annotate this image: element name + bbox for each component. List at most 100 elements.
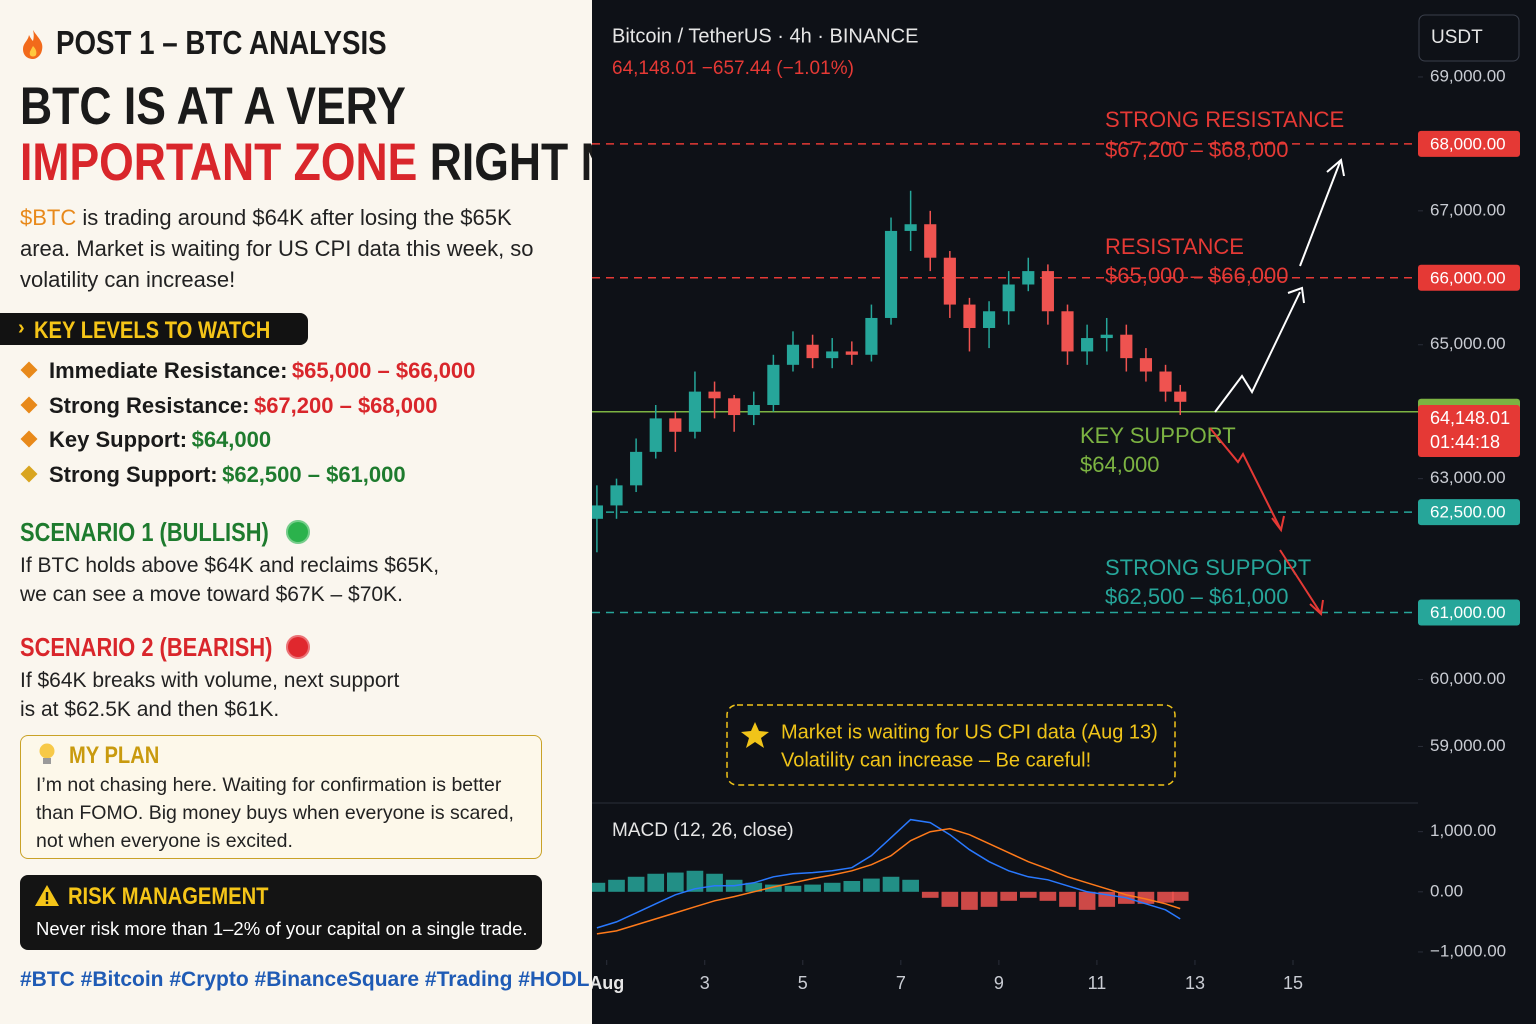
- scenario-text: is at $62.5K and then $61K.: [20, 698, 280, 721]
- y-tick-label: 1,000.00: [1430, 821, 1496, 840]
- plan-title: MY PLAN: [69, 742, 160, 769]
- candle-body: [767, 364, 780, 405]
- candle-body: [649, 418, 662, 452]
- diamond-icon: [20, 396, 38, 413]
- intro-text: is trading around $64K after losing the …: [20, 205, 534, 292]
- level-label: 61,000.00: [1430, 603, 1506, 622]
- level-label-box: [1418, 264, 1520, 291]
- bullish-arrows: [1214, 158, 1345, 413]
- candle-body: [963, 304, 976, 329]
- candle-body: [826, 351, 839, 359]
- currency: USDT: [1431, 27, 1483, 48]
- histogram-bar: [1171, 891, 1189, 901]
- hashtags: #BTC #Bitcoin #Crypto #BinanceSquare #Tr…: [20, 968, 590, 991]
- annotation-text: $67,200 – $68,000: [1105, 137, 1289, 162]
- risk-text: Never risk more than 1–2% of your capita…: [36, 918, 528, 939]
- annotation-text: $62,500 – $61,000: [1105, 584, 1289, 609]
- y-tick-label: 65,000.00: [1430, 334, 1506, 353]
- plan-box: MY PLAN I’m not chasing here. Waiting fo…: [20, 735, 542, 859]
- histogram-bar: [592, 882, 606, 892]
- x-tick-label: 7: [896, 973, 906, 993]
- key-level-label: Strong Resistance:: [49, 392, 250, 418]
- candle-body: [1139, 358, 1153, 372]
- key-level: Strong Resistance: $67,200 – $68,000: [20, 393, 437, 419]
- level-label-box: [1418, 599, 1520, 626]
- candles: [592, 190, 1187, 553]
- arrow-head: [1326, 158, 1345, 177]
- key-level-label: Key Support:: [49, 427, 188, 452]
- candle-body: [1120, 334, 1133, 359]
- histogram-bar: [804, 884, 821, 892]
- histogram-bar: [1039, 891, 1057, 901]
- x-tick-label: 15: [1283, 973, 1303, 993]
- x-tick-label: 5: [798, 973, 808, 993]
- candle-body: [1041, 271, 1054, 312]
- star-icon: [741, 722, 769, 748]
- chart-subtitle: 64,148.01 −657.44 (−1.01%): [612, 58, 854, 79]
- macd-line: [596, 818, 1181, 929]
- histogram-bar: [1019, 891, 1037, 898]
- candle-body: [845, 351, 858, 355]
- y-tick-label: 67,000.00: [1430, 200, 1506, 219]
- candle-body: [943, 257, 956, 305]
- chevron: ›: [18, 317, 25, 339]
- candle-body: [747, 405, 760, 416]
- annotation-text: $64,000: [1080, 452, 1160, 477]
- x-tick-label: 11: [1088, 973, 1107, 993]
- macd-title: MACD (12, 26, close): [612, 820, 794, 841]
- key-level-label: Strong Support:: [49, 461, 218, 487]
- intro: $BTC is trading around $64K after losing…: [20, 202, 560, 295]
- histogram-bar: [667, 872, 684, 892]
- status-dot: [286, 635, 310, 659]
- histogram-bar: [941, 891, 959, 907]
- risk-box: RISK MANAGEMENT Never risk more than 1–2…: [20, 875, 542, 950]
- histogram-bar: [961, 891, 978, 910]
- y-tick-label: 69,000.00: [1430, 66, 1506, 85]
- candle-body: [786, 344, 800, 365]
- y-tick-label: 63,000.00: [1430, 468, 1506, 487]
- histogram-bar: [1000, 891, 1018, 901]
- key-level: Key Support: $64,000: [20, 427, 271, 453]
- histogram-bar: [902, 879, 919, 892]
- candle-body: [708, 391, 721, 399]
- candle-body: [610, 485, 623, 506]
- annotation-title: STRONG RESISTANCE: [1105, 107, 1344, 132]
- candle-body: [728, 398, 741, 416]
- candle-body: [884, 230, 898, 318]
- post-tag: POST 1 – BTC ANALYSIS: [56, 24, 387, 61]
- candle-body: [688, 391, 702, 432]
- chart-title: Bitcoin / TetherUS · 4h · BINANCE: [612, 25, 918, 47]
- histogram-bar: [686, 870, 704, 892]
- scenario-title-text: SCENARIO 1 (BULLISH): [20, 517, 269, 547]
- annotation-title: STRONG SUPPORT: [1105, 555, 1311, 580]
- candle-body: [924, 224, 937, 258]
- candle-body: [630, 451, 643, 486]
- histogram-bar: [627, 876, 645, 892]
- note-text: Volatility can increase – Be careful!: [781, 749, 1091, 771]
- plan-line: than FOMO. Big money buys when everyone …: [36, 802, 514, 824]
- arrow: [1209, 427, 1281, 529]
- last-price-box: [1418, 405, 1520, 457]
- diamond-icon: [20, 465, 38, 482]
- key-levels-title: KEY LEVELS TO WATCH: [34, 317, 271, 344]
- x-tick-label: 3: [700, 973, 710, 993]
- last-price: 64,148.01: [1430, 408, 1510, 428]
- y-tick-label: −1,000.00: [1430, 941, 1506, 960]
- histogram-bar: [980, 891, 998, 907]
- headline-line2: IMPORTANT ZONE RIGHT NOW: [20, 132, 689, 193]
- arrow: [1214, 291, 1301, 413]
- key-level-value: $64,000: [191, 427, 272, 452]
- histogram-bar: [608, 879, 625, 892]
- scenario-text: If BTC holds above $64K and reclaims $65…: [20, 554, 440, 577]
- key-level-value: $67,200 – $68,000: [253, 392, 438, 418]
- post-panel: POST 1 – BTC ANALYSIS BTC IS AT A VERY I…: [0, 0, 689, 1024]
- chart: Bitcoin / TetherUS · 4h · BINANCE 64,148…: [592, 0, 1536, 1024]
- diamond-icon: [20, 361, 38, 379]
- x-tick-label: Aug: [592, 973, 624, 993]
- key-levels-pill: › KEY LEVELS TO WATCH: [0, 313, 308, 345]
- histogram-bar: [1078, 891, 1096, 910]
- histogram-bar: [1157, 891, 1174, 903]
- level-label-box: [1418, 499, 1520, 526]
- fire-icon: [23, 30, 43, 59]
